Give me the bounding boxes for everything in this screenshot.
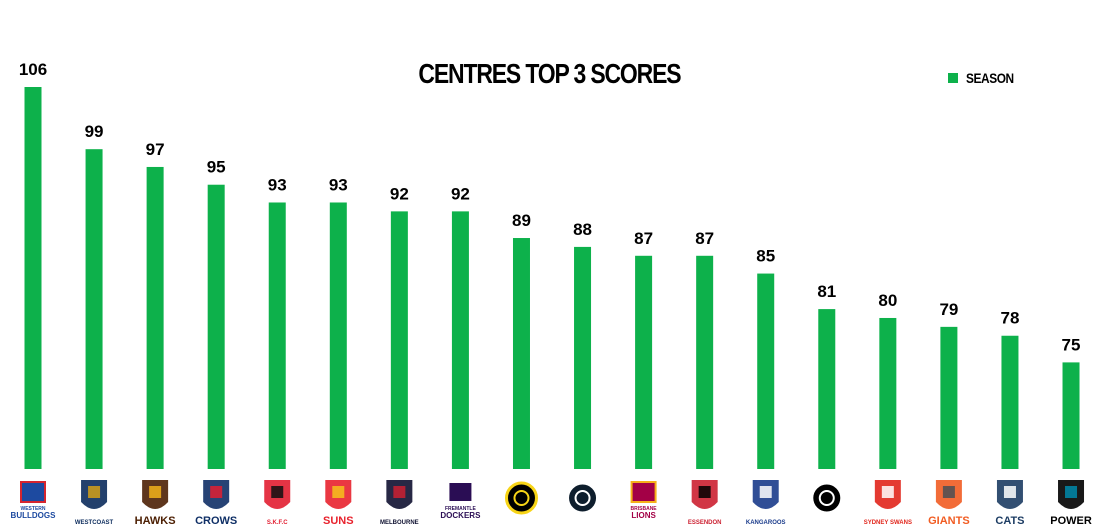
- svg-text:BULLDOGS: BULLDOGS: [11, 511, 57, 520]
- data-label-5: 93: [268, 175, 287, 194]
- svg-text:DOCKERS: DOCKERS: [440, 511, 481, 520]
- bar-8: [451, 211, 469, 470]
- data-label-13: 85: [756, 247, 775, 266]
- data-label-17: 78: [1000, 309, 1019, 328]
- svg-text:POWER: POWER: [1050, 515, 1092, 527]
- bar-9: [512, 238, 530, 469]
- svg-text:FREMANTLE: FREMANTLE: [445, 506, 476, 512]
- data-label-11: 87: [634, 229, 653, 248]
- svg-text:WESTERN: WESTERN: [21, 506, 46, 512]
- bar-11: [635, 255, 653, 469]
- bar-13: [757, 273, 775, 469]
- essendon-logo-icon: ESSENDON: [688, 480, 722, 526]
- chart-title: CENTRES TOP 3 SCORES: [418, 58, 681, 89]
- svg-text:KANGAROOS: KANGAROOS: [746, 520, 786, 526]
- bar-5: [268, 202, 286, 469]
- svg-text:MELBOURNE: MELBOURNE: [380, 520, 419, 526]
- data-label-4: 95: [207, 158, 226, 177]
- legend: SEASON: [948, 68, 1022, 88]
- gws-logo-icon: GIANTS: [928, 480, 970, 527]
- port-adelaide-logo-icon: POWER: [1050, 480, 1092, 527]
- legend-swatch: [948, 73, 958, 83]
- data-label-14: 81: [817, 282, 836, 301]
- data-label-16: 79: [939, 300, 958, 319]
- west-coast-logo-icon: WESTCOAST: [75, 480, 114, 526]
- data-label-15: 80: [878, 291, 897, 310]
- bar-12: [696, 255, 714, 469]
- bar-7: [390, 211, 408, 470]
- data-label-18: 75: [1062, 335, 1081, 354]
- bar-2: [85, 149, 103, 470]
- svg-text:CATS: CATS: [995, 515, 1024, 527]
- svg-text:CROWS: CROWS: [195, 515, 237, 527]
- legend-label-season: SEASON: [966, 70, 1014, 86]
- data-label-3: 97: [146, 140, 165, 159]
- data-label-10: 88: [573, 220, 592, 239]
- data-label-2: 99: [85, 122, 104, 141]
- svg-text:WESTCOAST: WESTCOAST: [75, 520, 114, 526]
- data-label-12: 87: [695, 229, 714, 248]
- carlton-logo-icon: [566, 481, 600, 515]
- sydney-logo-icon: SYDNEY SWANS: [864, 480, 912, 526]
- north-melbourne-logo-icon: KANGAROOS: [746, 480, 786, 526]
- bar-10: [574, 246, 592, 469]
- collingwood-logo-icon: [810, 481, 844, 515]
- richmond-logo-icon: [504, 481, 538, 515]
- bar-3: [146, 166, 164, 469]
- svg-text:ESSENDON: ESSENDON: [688, 520, 722, 526]
- hawthorn-logo-icon: HAWKS: [135, 480, 176, 527]
- data-label-1: 106: [19, 60, 47, 79]
- melbourne-logo-icon: MELBOURNE: [380, 480, 419, 526]
- bar-4: [207, 184, 225, 469]
- bar-15: [879, 317, 897, 469]
- svg-text:S.K.F.C: S.K.F.C: [267, 520, 288, 526]
- geelong-logo-icon: CATS: [995, 480, 1025, 527]
- svg-text:HAWKS: HAWKS: [135, 515, 176, 527]
- data-label-7: 92: [390, 184, 409, 203]
- bar-18: [1062, 362, 1080, 469]
- svg-text:SYDNEY SWANS: SYDNEY SWANS: [864, 520, 912, 526]
- data-label-9: 89: [512, 211, 531, 230]
- bar-17: [1001, 335, 1019, 469]
- bar-6: [329, 202, 347, 469]
- bar-14: [818, 309, 836, 469]
- st-kilda-logo-icon: S.K.F.C: [264, 480, 291, 526]
- data-label-8: 92: [451, 184, 470, 203]
- svg-text:SUNS: SUNS: [323, 515, 354, 527]
- data-label-6: 93: [329, 175, 348, 194]
- adelaide-logo-icon: CROWS: [195, 480, 237, 527]
- gold-coast-logo-icon: SUNS: [323, 480, 354, 527]
- svg-text:LIONS: LIONS: [631, 511, 656, 520]
- bar-16: [940, 326, 958, 469]
- bar-1: [24, 87, 42, 469]
- svg-text:BRISBANE: BRISBANE: [631, 506, 658, 512]
- svg-text:GIANTS: GIANTS: [928, 515, 970, 527]
